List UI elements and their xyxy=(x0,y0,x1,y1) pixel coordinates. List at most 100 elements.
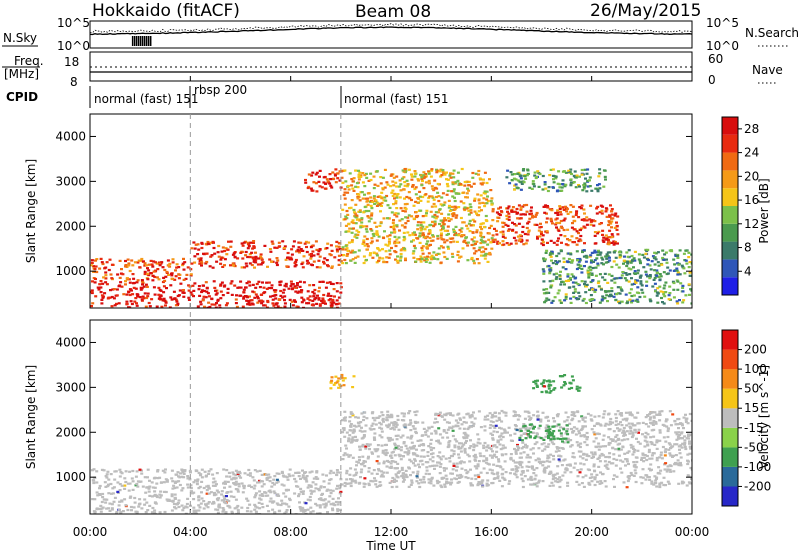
power-cell-7-453 xyxy=(663,295,667,298)
velocity-cell-0-411 xyxy=(209,468,213,471)
power-cell-3-43 xyxy=(325,178,329,181)
velocity-cell-1-626 xyxy=(467,426,471,429)
power-cell-4-185 xyxy=(454,225,458,228)
velocity-cell-0-465 xyxy=(137,505,141,508)
power-cell-0-323 xyxy=(331,282,335,286)
velocity-cell-1-865 xyxy=(568,422,572,425)
power-cell-4-174 xyxy=(456,250,460,253)
velocity-cell-0-403 xyxy=(182,472,186,475)
power-cell-3-46 xyxy=(304,178,307,182)
power-cell-1-28 xyxy=(105,261,109,264)
velocity-cell-1-1626 xyxy=(546,457,550,460)
power-cell-5-138 xyxy=(564,205,568,208)
power-cell-7-235 xyxy=(655,272,659,275)
nave-tick-top: 60 xyxy=(708,52,723,66)
power-cell-1-32 xyxy=(139,259,143,262)
power-cell-5-79 xyxy=(607,239,610,242)
power-cell-4-921 xyxy=(376,184,380,187)
power-cell-4-900 xyxy=(469,224,473,227)
velocity-cell-0-622 xyxy=(239,476,243,479)
power-cell-4-481 xyxy=(356,195,360,199)
power-cell-4-235 xyxy=(440,238,444,241)
power-cell-7-6 xyxy=(662,287,666,290)
power-cell-7-380 xyxy=(651,285,655,288)
velocity-cell-0-226 xyxy=(148,479,151,482)
nsearch-label: N.Search xyxy=(745,26,799,40)
velocity-cell-1-729 xyxy=(622,426,626,430)
power-cell-5-55 xyxy=(559,234,563,237)
power-cell-4-157 xyxy=(347,188,351,191)
power-cell-6-155 xyxy=(597,183,601,186)
power-cell-4-671 xyxy=(362,241,366,244)
velocity-cell-1-266 xyxy=(393,478,397,481)
power-cell-1-130 xyxy=(158,262,162,265)
power-cell-4-212 xyxy=(370,212,374,215)
velocity-cell-1-1639 xyxy=(516,461,519,464)
power-cell-0-152 xyxy=(276,305,280,308)
power-cell-0-226 xyxy=(257,300,261,303)
velocity-cell-1-138 xyxy=(521,480,525,483)
velocity-cell-1-635 xyxy=(420,449,424,452)
velocity-cell-1-956 xyxy=(620,414,624,417)
velocity-cell-0-463 xyxy=(236,471,240,474)
power-cell-5-323 xyxy=(610,241,614,244)
velocity-cell-0-498 xyxy=(198,485,202,488)
power-cell-5-94 xyxy=(534,213,538,216)
power-cell-5-322 xyxy=(491,239,495,242)
velocity-cell-1-1370 xyxy=(633,469,637,472)
velocity-cell-1-1020 xyxy=(516,466,520,469)
power-cell-7-318 xyxy=(542,292,546,295)
velocity-cell-1-385 xyxy=(589,414,593,417)
power-cell-0-257 xyxy=(196,305,200,308)
power-cell-0-366 xyxy=(267,281,271,284)
power-cell-4-11 xyxy=(369,172,373,175)
power-cell-4-389 xyxy=(467,189,471,192)
power-cell-2-145 xyxy=(263,244,267,247)
power-cell-6-81 xyxy=(572,181,576,184)
velocity-cell-1-1303 xyxy=(502,428,506,431)
velocity-cell-1-1538 xyxy=(644,478,648,481)
power-colorbar-frame xyxy=(721,116,739,296)
power-cell-6-51 xyxy=(519,188,523,191)
velocity-cell-0-331 xyxy=(175,486,179,489)
power-cell-2-61 xyxy=(220,250,224,253)
power-cell-7-539 xyxy=(633,270,637,273)
power-cell-7-220 xyxy=(606,300,609,303)
velocity-cell-1-584 xyxy=(556,478,560,481)
power-cell-4-533 xyxy=(470,185,473,188)
power-cell-6-67 xyxy=(513,184,517,187)
power-cell-5-253 xyxy=(516,235,520,238)
velocity-cell-0-699 xyxy=(335,512,339,514)
power-cell-0-298 xyxy=(190,293,194,296)
power-cell-0-292 xyxy=(214,306,218,308)
power-cell-4-568 xyxy=(457,192,461,195)
power-cell-4-692 xyxy=(460,235,464,238)
velocity-cell-1-335 xyxy=(645,454,649,458)
power-cell-0-389 xyxy=(131,293,135,296)
power-cell-7-395 xyxy=(562,257,566,260)
velocity-cell-1-1000 xyxy=(364,447,368,450)
power-cell-2-181 xyxy=(240,250,244,253)
velocity-cell-1-672 xyxy=(416,470,420,473)
power-cell-7-330 xyxy=(564,295,568,298)
velocity-cell-0-300 xyxy=(144,491,148,494)
power-cell-4-824 xyxy=(467,209,471,212)
velocity-cell-1-1357 xyxy=(358,448,362,451)
velocity-cell-1-1456 xyxy=(429,442,433,445)
velocity-cell-1-1661 xyxy=(590,451,594,454)
power-cell-3-59 xyxy=(315,190,319,193)
power-cell-5-334 xyxy=(585,216,589,219)
velocity-cell-1-1437 xyxy=(478,452,482,455)
velocity-cell-1-1604 xyxy=(651,411,654,414)
velocity-cell-1-622 xyxy=(516,446,520,449)
power-cell-7-348 xyxy=(636,279,639,282)
power-cell-4-679 xyxy=(358,219,362,222)
velocity-cell-1-233 xyxy=(597,415,601,418)
velocity-cell-1-323 xyxy=(608,452,612,455)
power-cell-0-59 xyxy=(339,291,343,294)
velocity-cell-0-288 xyxy=(95,491,99,494)
velocity-cell-1-352 xyxy=(424,472,428,475)
power-cell-4-55 xyxy=(466,187,470,190)
velocity-cell-1-1037 xyxy=(342,454,346,457)
power-cell-5-216 xyxy=(493,238,497,241)
